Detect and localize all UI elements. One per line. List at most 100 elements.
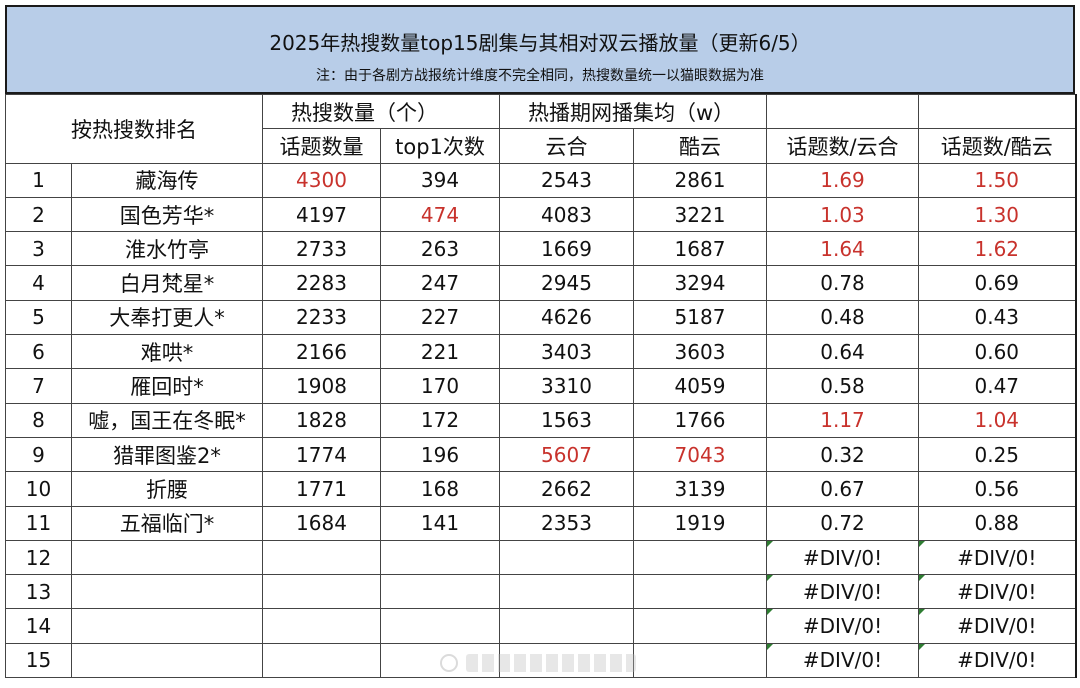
kuyun-value[interactable]	[633, 608, 767, 644]
ratio-yunhe[interactable]: #DIV/0!	[766, 539, 919, 576]
ratio-kuyun[interactable]: 0.25	[918, 436, 1077, 473]
kuyun-value[interactable]: 3139	[633, 471, 767, 507]
kuyun-value[interactable]: 3603	[633, 334, 767, 370]
yunhe-value[interactable]: 2945	[499, 265, 634, 301]
drama-name[interactable]	[71, 608, 263, 644]
kuyun-value[interactable]: 1766	[633, 402, 767, 438]
drama-name[interactable]: 雁回时*	[71, 368, 263, 404]
topic-count[interactable]: 1908	[262, 368, 381, 404]
kuyun-value[interactable]	[633, 574, 767, 610]
rank-cell[interactable]: 3	[5, 231, 72, 267]
topic-count[interactable]	[262, 574, 381, 610]
ratio-yunhe[interactable]: 0.72	[766, 505, 919, 541]
header-ratio-yunhe[interactable]: 话题数/云合	[766, 128, 919, 164]
ratio-kuyun[interactable]: 0.88	[918, 505, 1077, 541]
top1-count[interactable]: 474	[380, 196, 500, 233]
header-kuyun[interactable]: 酷云	[633, 128, 767, 164]
yunhe-value[interactable]: 3310	[499, 368, 634, 404]
ratio-kuyun[interactable]: 0.56	[918, 471, 1077, 507]
ratio-kuyun[interactable]: 1.04	[918, 402, 1077, 438]
topic-count[interactable]: 1828	[262, 402, 381, 438]
ratio-yunhe[interactable]: 0.64	[766, 334, 919, 370]
yunhe-value[interactable]: 4626	[499, 299, 634, 336]
header-blank-1[interactable]	[766, 93, 919, 130]
drama-name[interactable]: 猎罪图鉴2*	[71, 436, 263, 473]
kuyun-value[interactable]: 7043	[633, 436, 767, 473]
ratio-kuyun[interactable]: 0.60	[918, 334, 1077, 370]
top1-count[interactable]: 263	[380, 231, 500, 267]
header-topic-count[interactable]: 话题数量	[262, 128, 381, 164]
top1-count[interactable]	[380, 539, 500, 576]
header-blank-2[interactable]	[918, 93, 1077, 130]
ratio-yunhe[interactable]: #DIV/0!	[766, 608, 919, 644]
yunhe-value[interactable]	[499, 608, 634, 644]
yunhe-value[interactable]	[499, 574, 634, 610]
top1-count[interactable]	[380, 574, 500, 610]
rank-cell[interactable]: 12	[5, 539, 72, 576]
ratio-yunhe[interactable]: #DIV/0!	[766, 574, 919, 610]
top1-count[interactable]: 170	[380, 368, 500, 404]
ratio-yunhe[interactable]: 0.67	[766, 471, 919, 507]
topic-count[interactable]	[262, 608, 381, 644]
kuyun-value[interactable]: 1687	[633, 231, 767, 267]
ratio-yunhe[interactable]: #DIV/0!	[766, 642, 919, 679]
ratio-kuyun[interactable]: #DIV/0!	[918, 574, 1077, 610]
kuyun-value[interactable]: 5187	[633, 299, 767, 336]
top1-count[interactable]	[380, 608, 500, 644]
rank-cell[interactable]: 13	[5, 574, 72, 610]
drama-name[interactable]: 藏海传	[71, 162, 263, 198]
ratio-yunhe[interactable]: 1.03	[766, 196, 919, 233]
ratio-yunhe[interactable]: 1.69	[766, 162, 919, 198]
ratio-kuyun[interactable]: 0.69	[918, 265, 1077, 301]
rank-cell[interactable]: 15	[5, 642, 72, 679]
rank-cell[interactable]: 14	[5, 608, 72, 644]
rank-cell[interactable]: 4	[5, 265, 72, 301]
kuyun-value[interactable]: 4059	[633, 368, 767, 404]
top1-count[interactable]: 247	[380, 265, 500, 301]
topic-count[interactable]: 2283	[262, 265, 381, 301]
drama-name[interactable]: 国色芳华*	[71, 196, 263, 233]
drama-name[interactable]	[71, 642, 263, 679]
top1-count[interactable]: 172	[380, 402, 500, 438]
header-top1-count[interactable]: top1次数	[380, 128, 500, 164]
ratio-yunhe[interactable]: 0.32	[766, 436, 919, 473]
drama-name[interactable]	[71, 539, 263, 576]
drama-name[interactable]: 难哄*	[71, 334, 263, 370]
kuyun-value[interactable]: 2861	[633, 162, 767, 198]
ratio-kuyun[interactable]: #DIV/0!	[918, 608, 1077, 644]
drama-name[interactable]: 淮水竹亭	[71, 231, 263, 267]
ratio-kuyun[interactable]: 0.47	[918, 368, 1077, 404]
yunhe-value[interactable]: 4083	[499, 196, 634, 233]
top1-count[interactable]: 196	[380, 436, 500, 473]
rank-cell[interactable]: 1	[5, 162, 72, 198]
ratio-kuyun[interactable]: 0.43	[918, 299, 1077, 336]
yunhe-value[interactable]: 2353	[499, 505, 634, 541]
yunhe-value[interactable]: 1563	[499, 402, 634, 438]
rank-cell[interactable]: 7	[5, 368, 72, 404]
drama-name[interactable]: 白月梵星*	[71, 265, 263, 301]
drama-name[interactable]: 折腰	[71, 471, 263, 507]
topic-count[interactable]: 4300	[262, 162, 381, 198]
yunhe-value[interactable]: 2662	[499, 471, 634, 507]
rank-cell[interactable]: 10	[5, 471, 72, 507]
topic-count[interactable]: 4197	[262, 196, 381, 233]
top1-count[interactable]: 221	[380, 334, 500, 370]
topic-count[interactable]: 2166	[262, 334, 381, 370]
yunhe-value[interactable]	[499, 642, 634, 679]
ratio-kuyun[interactable]: 1.50	[918, 162, 1077, 198]
yunhe-value[interactable]: 3403	[499, 334, 634, 370]
rank-cell[interactable]: 9	[5, 436, 72, 473]
drama-name[interactable]: 嘘，国王在冬眠*	[71, 402, 263, 438]
yunhe-value[interactable]: 5607	[499, 436, 634, 473]
ratio-kuyun[interactable]: 1.30	[918, 196, 1077, 233]
rank-cell[interactable]: 6	[5, 334, 72, 370]
kuyun-value[interactable]: 3294	[633, 265, 767, 301]
rank-cell[interactable]: 2	[5, 196, 72, 233]
rank-cell[interactable]: 11	[5, 505, 72, 541]
kuyun-value[interactable]	[633, 539, 767, 576]
yunhe-value[interactable]: 2543	[499, 162, 634, 198]
topic-count[interactable]: 2233	[262, 299, 381, 336]
kuyun-value[interactable]	[633, 642, 767, 679]
rank-cell[interactable]: 5	[5, 299, 72, 336]
topic-count[interactable]: 1684	[262, 505, 381, 541]
